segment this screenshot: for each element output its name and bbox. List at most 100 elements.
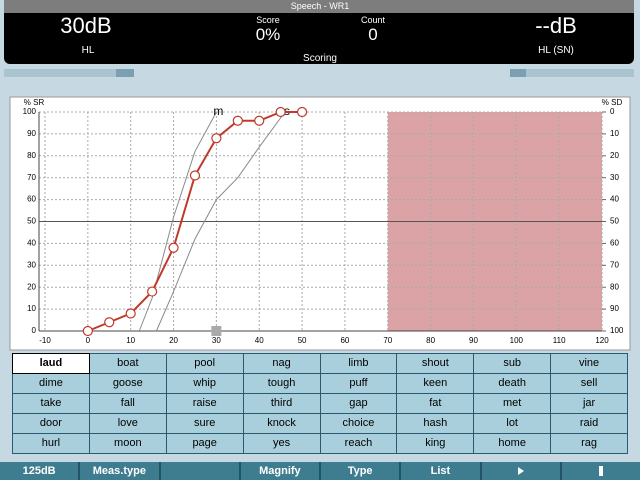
- word-cell[interactable]: rag: [551, 434, 627, 453]
- word-cell[interactable]: choice: [320, 414, 397, 433]
- left-slider[interactable]: [4, 69, 134, 77]
- word-cell[interactable]: fat: [397, 394, 474, 413]
- word-cell[interactable]: take: [13, 394, 89, 413]
- word-cell[interactable]: limb: [320, 354, 397, 373]
- word-cell[interactable]: yes: [243, 434, 320, 453]
- y-tick-label: 30: [27, 260, 36, 269]
- y2-tick-label: 100: [610, 326, 624, 335]
- word-cell[interactable]: knock: [243, 414, 320, 433]
- word-cell[interactable]: sub: [474, 354, 551, 373]
- y-tick-label: 80: [27, 151, 36, 160]
- right-unit: HL (SN): [538, 45, 574, 56]
- count: 0: [368, 25, 378, 44]
- count-label: Count: [360, 15, 386, 25]
- y-tick-label: 50: [27, 217, 36, 226]
- status-panel: Speech - WR1 30dB HL Score 0% Count 0 Sc…: [4, 0, 634, 64]
- title-bar: [4, 0, 634, 13]
- y2-tick-label: 30: [610, 173, 619, 182]
- toolbar-button[interactable]: List: [401, 462, 480, 480]
- data-point: [232, 115, 243, 126]
- word-cell[interactable]: love: [89, 414, 166, 433]
- word-cell[interactable]: page: [166, 434, 243, 453]
- word-cell[interactable]: home: [474, 434, 551, 453]
- y2-tick-label: 20: [610, 151, 619, 160]
- data-point: [189, 170, 201, 181]
- x-tick-label: 80: [426, 336, 435, 345]
- x-tick-label: 30: [212, 336, 221, 345]
- data-point: [104, 317, 115, 328]
- y2-tick-label: 0: [610, 107, 615, 116]
- word-cell[interactable]: sell: [551, 374, 627, 393]
- word-cell[interactable]: moon: [89, 434, 166, 453]
- x-tick-label: 20: [169, 336, 178, 345]
- word-cell[interactable]: door: [13, 414, 89, 433]
- toolbar-button[interactable]: 125dB: [0, 462, 79, 480]
- x-tick-label: 60: [340, 336, 349, 345]
- data-point: [254, 115, 265, 126]
- x-tick-label: 50: [298, 336, 307, 345]
- y-tick-label: 90: [27, 129, 36, 138]
- y-tick-label: 100: [23, 107, 37, 116]
- toolbar-button[interactable]: Type: [321, 462, 400, 480]
- word-cell[interactable]: dime: [13, 374, 89, 393]
- word-cell[interactable]: shout: [397, 354, 474, 373]
- right-slider[interactable]: [510, 69, 634, 77]
- selected-word[interactable]: laud: [12, 353, 90, 374]
- word-cell[interactable]: fall: [89, 394, 166, 413]
- x-tick-label: 0: [86, 336, 91, 345]
- word-cell[interactable]: whip: [166, 374, 243, 393]
- word-list: laud boat pool nag limb shout sub vine dime goose…: [12, 353, 628, 454]
- word-cell[interactable]: jar: [551, 394, 627, 413]
- data-point: [296, 106, 308, 118]
- word-cell[interactable]: nag: [243, 354, 320, 373]
- word-cell[interactable]: hash: [397, 414, 474, 433]
- word-cell[interactable]: vine: [551, 354, 627, 373]
- word-cell[interactable]: pool: [166, 354, 243, 373]
- y-tick-label: 70: [27, 173, 36, 182]
- next-button[interactable]: [481, 462, 560, 480]
- y-tick-label: 60: [27, 195, 36, 204]
- data-point: [168, 242, 179, 253]
- word-cell[interactable]: reach: [320, 434, 397, 453]
- data-point: [211, 133, 222, 144]
- toolbar: 125dB Meas.type Magnify Type List: [0, 462, 640, 480]
- word-cell[interactable]: raise: [166, 394, 243, 413]
- y-tick-label: 40: [27, 239, 36, 248]
- word-cell[interactable]: king: [397, 434, 474, 453]
- word-cell[interactable]: puff: [320, 374, 397, 393]
- word-cell[interactable]: met: [474, 394, 551, 413]
- word-cell[interactable]: lot: [474, 414, 551, 433]
- word-cell[interactable]: gap: [320, 394, 397, 413]
- x-tick-label: 120: [595, 336, 609, 345]
- x-tick-label: 70: [383, 336, 392, 345]
- y2-tick-label: 60: [610, 239, 619, 248]
- word-cell[interactable]: hurl: [13, 434, 89, 453]
- x-tick-label: 10: [126, 336, 135, 345]
- data-point: [147, 286, 158, 297]
- curve: [138, 111, 217, 332]
- end-button[interactable]: [561, 462, 640, 480]
- word-cell[interactable]: third: [243, 394, 320, 413]
- word-cell[interactable]: tough: [243, 374, 320, 393]
- toolbar-button[interactable]: Meas.type: [80, 462, 159, 480]
- word-cell[interactable]: keen: [397, 374, 474, 393]
- y2-tick-label: 90: [610, 304, 619, 313]
- toolbar-button[interactable]: Magnify: [240, 462, 319, 480]
- data-point: [275, 106, 286, 118]
- word-cell[interactable]: boat: [89, 354, 166, 373]
- data-point: [82, 325, 93, 337]
- score-label: Score: [256, 15, 280, 25]
- level-marker: [211, 326, 222, 336]
- x-tick-label: 110: [553, 336, 566, 345]
- y2-tick-label: 10: [610, 129, 619, 138]
- word-cell[interactable]: goose: [89, 374, 166, 393]
- score: 0%: [255, 25, 281, 44]
- x-tick-label: 90: [469, 336, 478, 345]
- mode: Scoring: [303, 53, 337, 64]
- toolbar-button[interactable]: [160, 462, 239, 480]
- word-cell[interactable]: death: [474, 374, 551, 393]
- word-cell[interactable]: sure: [166, 414, 243, 433]
- word-cell[interactable]: raid: [551, 414, 627, 433]
- y-axis-label-right: % SD: [602, 98, 623, 107]
- data-point: [125, 308, 136, 319]
